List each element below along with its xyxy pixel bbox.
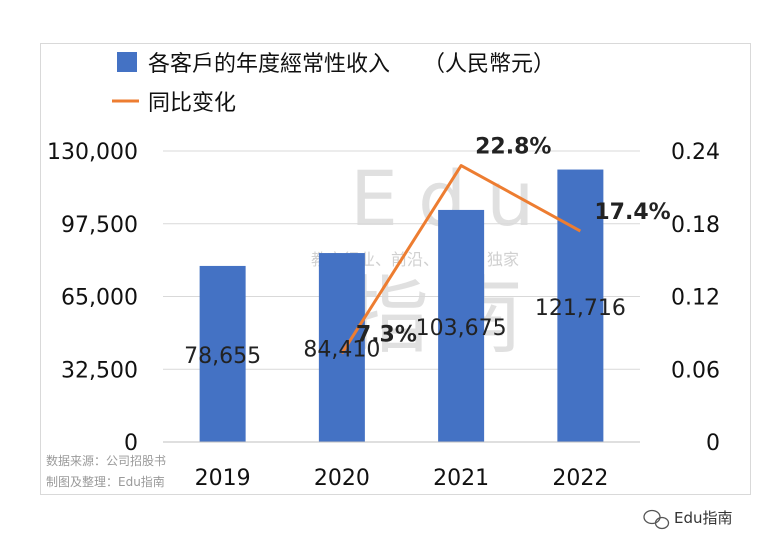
y-left-tick-label: 130,000 [47, 140, 138, 165]
x-tick-label: 2022 [552, 466, 608, 491]
bar [438, 209, 485, 442]
legend-line-label: 同比变化 [148, 91, 236, 116]
legend-bar-swatch [117, 52, 137, 72]
y-right-tick-label: 0.18 [671, 213, 720, 238]
y-left-tick-label: 0 [124, 431, 138, 456]
wechat-credit: Edu指南 [643, 509, 733, 530]
wechat-icon [643, 509, 670, 530]
legend: 各客戶的年度經常性收入 （人民幣元） 同比变化 [112, 52, 555, 116]
source-line-1: 数据来源：公司招股书 [46, 453, 166, 468]
y-left-tick-label: 32,500 [61, 358, 138, 383]
x-tick-label: 2019 [195, 466, 251, 491]
y-right-tick-label: 0.06 [671, 358, 720, 383]
y-right-tick-label: 0 [706, 431, 720, 456]
bar-data-label: 78,655 [184, 344, 261, 369]
y-right-tick-label: 0.12 [671, 286, 720, 311]
x-tick-label: 2020 [314, 466, 370, 491]
y-left-tick-label: 97,500 [61, 213, 138, 238]
bar-data-label: 84,410 [303, 338, 380, 363]
bars [199, 169, 604, 443]
watermark-cn: 指南 [345, 267, 533, 365]
y-left-tick-label: 65,000 [61, 286, 138, 311]
bar [199, 265, 246, 442]
legend-bar-label: 各客戶的年度經常性收入 （人民幣元） [148, 52, 555, 77]
bar [557, 169, 604, 443]
x-tick-label: 2021 [433, 466, 489, 491]
axes: 0 0 32,500 0.06 65,000 0.12 97,500 0.18 130,000 0… [47, 140, 720, 491]
source-line-2: 制图及整理：Edu指南 [46, 474, 165, 489]
yoy-data-label: 22.8% [475, 135, 551, 160]
data-labels: 78,655 84,410 103,675 121,716 7.3% 22.8% 17.4% [184, 135, 671, 369]
credit-text: Edu指南 [674, 509, 733, 527]
yoy-data-label: 17.4% [594, 200, 670, 225]
bar [318, 253, 365, 442]
yoy-data-label: 7.3% [356, 322, 417, 347]
yoy-line [340, 164, 582, 355]
bar-data-label: 103,675 [416, 316, 507, 341]
y-right-tick-label: 0.24 [671, 140, 720, 165]
bar-data-label: 121,716 [535, 296, 626, 321]
